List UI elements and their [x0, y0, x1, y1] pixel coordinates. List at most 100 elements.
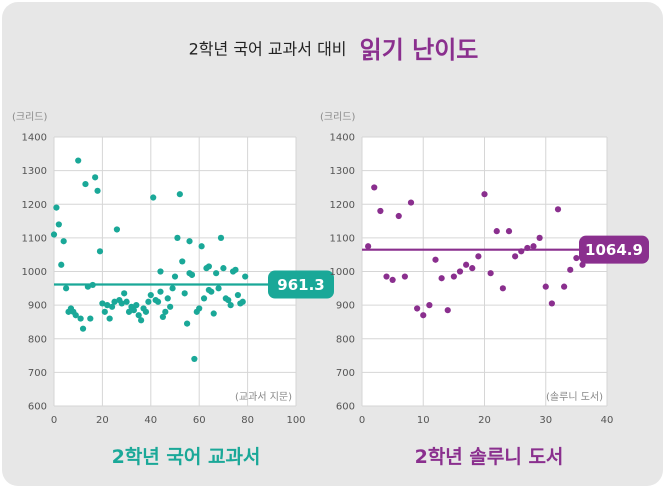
solution-point-18: [475, 253, 482, 260]
solution-point-9: [420, 312, 427, 319]
textbook-point-39: [145, 298, 152, 305]
solution-ytick-label-4: 1000: [330, 267, 355, 278]
textbook-caption: 2학년 국어 교과서: [112, 446, 261, 468]
textbook-point-48: [167, 303, 174, 310]
solution-point-11: [432, 256, 439, 263]
solution-point-31: [554, 206, 562, 213]
textbook-point-49: [169, 285, 176, 292]
textbook-point-3: [58, 261, 65, 268]
textbook-point-75: [232, 266, 239, 273]
solution-point-5: [395, 212, 402, 220]
solution-point-24: [512, 253, 519, 260]
textbook-ytick-label-5: 1100: [22, 233, 47, 244]
textbook-point-47: [164, 295, 171, 302]
textbook-point-28: [118, 300, 125, 307]
solution-point-17: [469, 265, 476, 272]
solution-ytick-label-0: 600: [336, 402, 355, 413]
textbook-point-79: [242, 273, 249, 280]
textbook-point-25: [111, 298, 118, 305]
solution-point-7: [407, 199, 415, 206]
textbook-point-60: [196, 305, 203, 312]
textbook-xtick-label-0: 0: [51, 415, 57, 426]
solution-point-10: [426, 302, 433, 309]
solution-y-axis-label: (크리드): [320, 111, 356, 123]
solution-ytick-label-3: 900: [336, 301, 355, 312]
textbook-average-badge: [268, 270, 334, 299]
textbook-point-61: [198, 243, 205, 250]
textbook-ytick-label-7: 1300: [22, 166, 47, 177]
textbook-point-67: [213, 270, 220, 277]
textbook-source-label: (교과서 지문): [235, 391, 292, 403]
textbook-point-24: [108, 303, 116, 310]
textbook-xtick-label-5: 100: [286, 415, 305, 426]
textbook-point-15: [87, 315, 94, 322]
solution-point-27: [530, 243, 537, 250]
textbook-point-52: [176, 191, 183, 198]
title-main: 읽기 난이도: [359, 36, 479, 64]
textbook-point-19: [96, 248, 104, 255]
solution-point-29: [542, 283, 549, 290]
solution-xtick-label-2: 20: [478, 415, 491, 426]
textbook-point-64: [205, 263, 212, 270]
textbook-point-35: [135, 312, 142, 319]
textbook-point-18: [94, 187, 101, 194]
solution-point-15: [456, 268, 464, 275]
textbook-y-axis-label: (크리드): [12, 111, 48, 123]
solution-ytick-label-6: 1200: [330, 200, 355, 211]
solution-xtick-label-3: 30: [539, 415, 552, 426]
textbook-point-20: [99, 300, 106, 307]
textbook-point-51: [174, 234, 181, 241]
textbook-xtick-label-1: 20: [96, 415, 109, 426]
textbook-ytick-label-4: 1000: [22, 267, 47, 278]
textbook-point-12: [79, 325, 87, 332]
textbook-point-54: [181, 290, 188, 297]
textbook-point-81: [205, 286, 212, 294]
textbook-point-22: [104, 302, 111, 309]
solution-point-28: [536, 234, 543, 241]
textbook-point-33: [130, 307, 137, 314]
textbook-ytick-label-3: 900: [28, 301, 47, 312]
solution-caption: 2학년 솔루니 도서: [415, 446, 564, 468]
solution-point-16: [463, 261, 470, 268]
solution-point-12: [438, 275, 445, 282]
textbook-ytick-label-8: 1400: [22, 133, 47, 144]
title-prefix: 2학년 국어 교과서 대비: [188, 39, 347, 59]
textbook-point-9: [72, 312, 79, 319]
textbook-point-73: [227, 302, 234, 309]
textbook-point-43: [154, 298, 162, 305]
textbook-xtick-label-3: 60: [193, 415, 206, 426]
solution-point-4: [389, 276, 396, 284]
textbook-point-5: [63, 285, 70, 292]
textbook-point-23: [106, 315, 113, 322]
solution-source-label: (솔루니 도서): [546, 391, 603, 403]
textbook-ytick-label-2: 800: [28, 334, 47, 345]
textbook-point-55: [184, 320, 191, 327]
textbook-point-1: [53, 204, 60, 211]
solution-point-30: [548, 300, 555, 307]
textbook-point-66: [210, 310, 217, 317]
solution-point-6: [401, 273, 408, 280]
solution-point-3: [383, 273, 390, 280]
solution-point-34: [573, 254, 580, 262]
textbook-point-72: [225, 296, 232, 304]
solution-average-badge: [579, 235, 649, 264]
textbook-point-58: [191, 355, 198, 363]
solution-point-0: [365, 243, 372, 250]
textbook-point-2: [55, 221, 62, 228]
textbook-point-44: [157, 288, 164, 295]
textbook-point-83: [186, 270, 193, 277]
textbook-point-40: [147, 291, 154, 299]
textbook-point-41: [150, 194, 157, 201]
textbook-point-13: [82, 180, 89, 188]
textbook-point-36: [138, 317, 145, 324]
solution-ytick-label-8: 1400: [330, 133, 355, 144]
solution-point-13: [444, 307, 451, 314]
solution-ytick-label-7: 1300: [330, 166, 355, 177]
textbook-point-4: [60, 238, 67, 245]
solution-point-22: [499, 285, 506, 292]
page-title: 2학년 국어 교과서 대비 읽기 난이도: [0, 30, 667, 65]
textbook-point-11: [77, 315, 84, 322]
solution-xtick-label-4: 40: [601, 415, 614, 426]
textbook-point-76: [234, 291, 242, 299]
textbook-ytick-label-1: 700: [28, 368, 47, 379]
